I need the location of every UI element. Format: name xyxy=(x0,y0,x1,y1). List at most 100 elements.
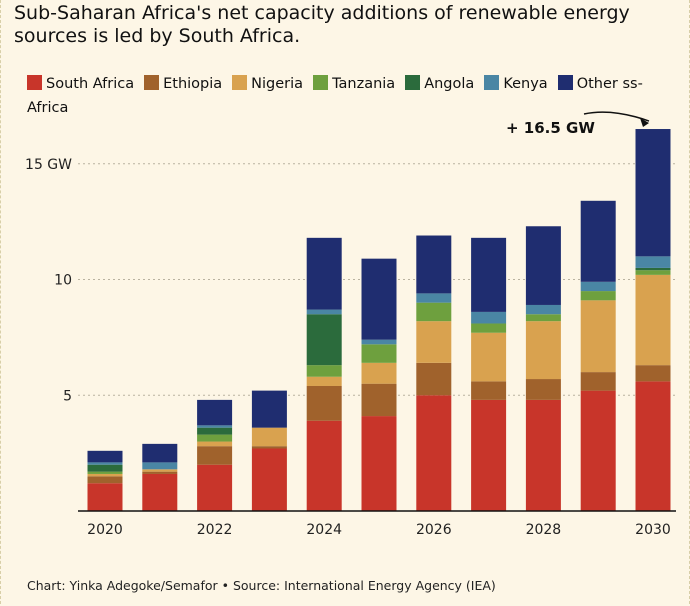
bar-segment-nigeria-2027 xyxy=(471,332,507,382)
bar-segment-ethiopia-2029 xyxy=(580,372,616,391)
bar-segment-other-ss-africa-2025 xyxy=(361,258,397,340)
bar-segment-ethiopia-2030 xyxy=(635,365,671,382)
x-tick-label: 2028 xyxy=(526,522,562,538)
bar-segment-kenya-2025 xyxy=(361,339,397,345)
legend-swatch xyxy=(557,75,573,90)
bar-segment-kenya-2021 xyxy=(142,462,178,470)
bar-segment-tanzania-2020 xyxy=(87,471,123,474)
bar-segment-other-ss-africa-2023 xyxy=(251,390,287,428)
bar-segment-kenya-2029 xyxy=(580,281,616,292)
bar-segment-south-africa-2024 xyxy=(306,420,342,511)
bar-segment-tanzania-2022 xyxy=(197,434,233,442)
bar-segment-south-africa-2022 xyxy=(197,464,233,511)
bar-segment-nigeria-2026 xyxy=(416,321,452,363)
legend-item-kenya: Kenya xyxy=(484,75,548,92)
y-tick-label: 10 xyxy=(54,273,72,289)
legend-label: Ethiopia xyxy=(163,76,223,92)
legend-item-south-africa: South Africa xyxy=(27,75,135,92)
legend-swatch xyxy=(144,75,160,90)
bar-segment-angola-2030 xyxy=(635,267,671,271)
legend-swatch xyxy=(405,75,421,90)
bar-segment-other-ss-africa-2029 xyxy=(580,200,616,282)
bar-segment-south-africa-2030 xyxy=(635,381,671,511)
legend-label: Angola xyxy=(424,76,475,92)
bar-segment-angola-2020 xyxy=(87,464,123,472)
bar-segment-kenya-2028 xyxy=(525,304,561,315)
legend-item-other-ss-africa: Other ss-Africa xyxy=(27,75,643,116)
bar-segment-ethiopia-2020 xyxy=(87,476,123,484)
x-tick-label: 2022 xyxy=(197,522,233,538)
bar-segment-other-ss-africa-2028 xyxy=(525,226,561,305)
chart-title: Sub-Saharan Africa's net capacity additi… xyxy=(14,2,630,47)
y-tick-label: 15 GW xyxy=(25,157,72,173)
x-tick-label: 2024 xyxy=(306,522,342,538)
bar-segment-kenya-2027 xyxy=(471,311,507,324)
bar-segment-ethiopia-2022 xyxy=(197,446,233,465)
bar-segment-nigeria-2024 xyxy=(306,376,342,386)
bar-segment-other-ss-africa-2024 xyxy=(306,237,342,310)
bar-segment-tanzania-2030 xyxy=(635,270,671,275)
legend: South Africa Ethiopia Nigeria Tanzania Angol… xyxy=(27,72,677,120)
bar-segment-other-ss-africa-2020 xyxy=(87,450,123,463)
bar-segment-ethiopia-2025 xyxy=(361,383,397,417)
x-tick-label: 2026 xyxy=(416,522,452,538)
bar-segment-other-ss-africa-2022 xyxy=(197,399,233,426)
bar-segment-nigeria-2020 xyxy=(87,473,123,477)
y-tick-label: 5 xyxy=(63,388,72,404)
bar-segment-nigeria-2030 xyxy=(635,274,671,366)
legend-item-nigeria: Nigeria xyxy=(232,75,304,92)
bar-segment-kenya-2020 xyxy=(87,462,123,465)
legend-swatch xyxy=(313,75,329,90)
bar-segment-tanzania-2027 xyxy=(471,323,507,333)
bar-segment-other-ss-africa-2027 xyxy=(471,237,507,312)
annotation-label: + 16.5 GW xyxy=(506,119,595,137)
x-tick-label: 2030 xyxy=(635,522,671,538)
bar-segment-angola-2022 xyxy=(197,427,233,435)
bar-segment-south-africa-2027 xyxy=(471,399,507,511)
legend-swatch xyxy=(484,75,500,90)
chart-source: Chart: Yinka Adegoke/Semafor • Source: I… xyxy=(27,578,496,593)
bar-segment-nigeria-2022 xyxy=(197,441,233,447)
x-tick-label: 2020 xyxy=(87,522,123,538)
bar-segment-tanzania-2024 xyxy=(306,365,342,377)
legend-item-angola: Angola xyxy=(405,75,475,92)
legend-item-tanzania: Tanzania xyxy=(313,75,396,92)
bar-segment-south-africa-2025 xyxy=(361,416,397,511)
bar-segment-south-africa-2021 xyxy=(142,473,178,511)
bar-segment-south-africa-2023 xyxy=(251,448,287,511)
bar-segment-nigeria-2025 xyxy=(361,362,397,384)
legend-label: Kenya xyxy=(503,76,548,92)
bar-segment-tanzania-2028 xyxy=(525,314,561,322)
bar-segment-ethiopia-2023 xyxy=(251,446,287,449)
bar-segment-kenya-2026 xyxy=(416,293,452,303)
bar-segment-nigeria-2021 xyxy=(142,469,178,472)
bar-segment-ethiopia-2021 xyxy=(142,471,178,474)
bar-segment-ethiopia-2027 xyxy=(471,381,507,400)
bar-segment-nigeria-2028 xyxy=(525,321,561,380)
bar-segment-kenya-2030 xyxy=(635,256,671,268)
bar-segment-tanzania-2029 xyxy=(580,291,616,301)
bar-segment-south-africa-2029 xyxy=(580,390,616,511)
bar-segment-kenya-2022 xyxy=(197,425,233,428)
bar-segment-ethiopia-2028 xyxy=(525,379,561,400)
annotation-arrowhead xyxy=(640,118,649,128)
bar-segment-tanzania-2026 xyxy=(416,302,452,322)
bar-segment-south-africa-2020 xyxy=(87,483,123,511)
bar-segment-ethiopia-2026 xyxy=(416,362,452,396)
bar-segment-south-africa-2026 xyxy=(416,395,452,511)
bar-segment-other-ss-africa-2030 xyxy=(635,129,671,257)
bar-segment-tanzania-2025 xyxy=(361,344,397,363)
legend-swatch xyxy=(232,75,248,90)
bar-segment-kenya-2024 xyxy=(306,309,342,315)
bar-segment-nigeria-2029 xyxy=(580,300,616,373)
bar-segment-ethiopia-2024 xyxy=(306,385,342,421)
legend-label: South Africa xyxy=(46,76,135,92)
bar-segment-nigeria-2023 xyxy=(251,427,287,447)
legend-label: Nigeria xyxy=(251,76,304,92)
bar-segment-other-ss-africa-2021 xyxy=(142,443,178,463)
legend-label: Other ss-Africa xyxy=(27,76,643,116)
bar-segment-south-africa-2028 xyxy=(525,399,561,511)
bar-segment-other-ss-africa-2026 xyxy=(416,235,452,294)
legend-label: Tanzania xyxy=(332,76,396,92)
